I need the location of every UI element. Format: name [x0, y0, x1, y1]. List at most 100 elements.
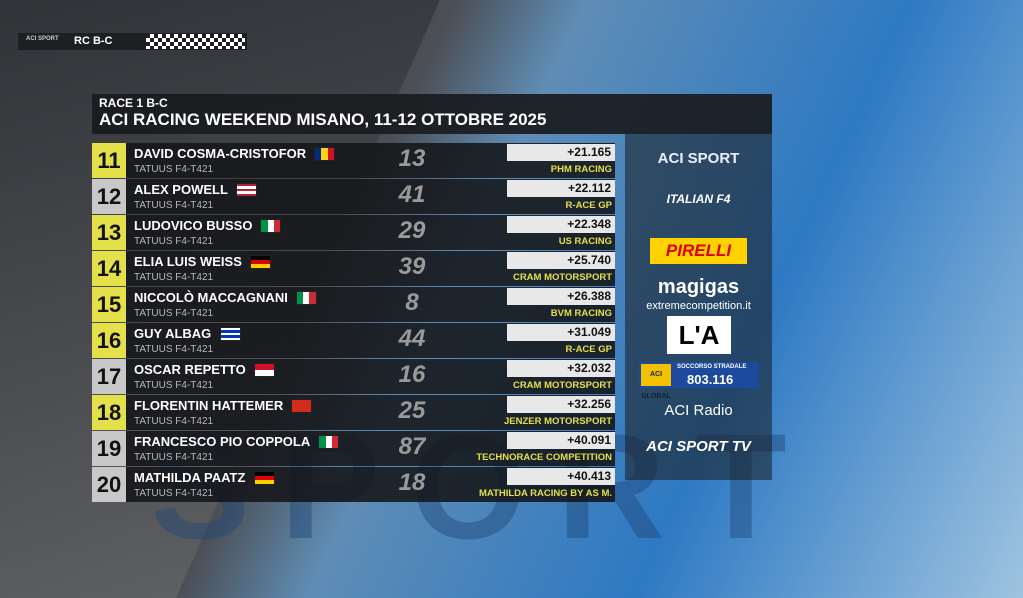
flag [253, 363, 275, 377]
flag [314, 147, 336, 161]
position: 17 [92, 359, 126, 394]
flag [250, 255, 272, 269]
header: RACE 1 B-C ACI RACING WEEKEND MISANO, 11… [92, 94, 772, 134]
car-model: TATUUS F4-T421 [134, 308, 214, 319]
gap: +26.388 [507, 288, 615, 305]
standing-row: 15 NICCOLÒ MACCAGNANI TATUUS F4-T421 8 +26.3… [92, 287, 615, 322]
gap: +31.049 [507, 324, 615, 341]
flag-stripe [251, 260, 271, 264]
car-model: TATUUS F4-T421 [134, 452, 214, 463]
flag-stripe [325, 436, 332, 448]
flag-stripe [254, 476, 274, 480]
sponsor-panel [625, 134, 772, 480]
car-model: TATUUS F4-T421 [134, 164, 214, 175]
flag-stripe [319, 436, 326, 448]
team-name: JENZER MOTORSPORT [503, 416, 612, 427]
team-name: US RACING [558, 236, 612, 247]
car-number: 25 [398, 397, 426, 424]
driver-name: ELIA LUIS WEISS [134, 254, 242, 269]
car-model: TATUUS F4-T421 [134, 380, 214, 391]
flag-stripe [321, 148, 328, 160]
flag [220, 327, 241, 341]
position: 19 [92, 431, 126, 466]
flag-stripe [221, 330, 240, 333]
badge-logo: ACI SPORT [26, 36, 59, 42]
team-name: CRAM MOTORSPORT [512, 272, 612, 283]
team-name: TECHNORACE COMPETITION [476, 452, 612, 463]
flag [295, 291, 317, 305]
flag-stripe [221, 328, 240, 331]
flag-stripe [254, 480, 274, 484]
driver-name: ALEX POWELL [134, 182, 228, 197]
soccorso-number: 803.116 [687, 372, 734, 387]
sponsor-global-box: ACI GLOBAL SOCCORSO STRADALE 803.116 [639, 362, 759, 400]
position: 11 [92, 143, 126, 178]
flag-stripe [236, 186, 256, 189]
badge: ACI SPORT RC B-C [18, 33, 247, 50]
flag [291, 399, 313, 413]
sponsor-la: L'A [667, 316, 731, 354]
car-number: 8 [405, 289, 419, 316]
car-number: 13 [398, 145, 426, 172]
flag-stripe [331, 436, 339, 448]
standing-row: 11 DAVID COSMA-CRISTOFOR TATUUS F4-T421 13 +… [92, 143, 615, 178]
flag-stripe [236, 191, 256, 194]
flag [235, 183, 257, 197]
aci-global: ACI GLOBAL [641, 364, 671, 400]
car-model: TATUUS F4-T421 [134, 236, 214, 247]
flag-stripe [236, 184, 256, 187]
car-model: TATUUS F4-T421 [134, 344, 214, 355]
flag-stripe [221, 337, 240, 341]
standing-row: 14 ELIA LUIS WEISS TATUUS F4-T421 39 +25.740… [92, 251, 615, 286]
flag-stripe [251, 264, 271, 268]
flag [260, 219, 282, 233]
car-model: TATUUS F4-T421 [134, 488, 214, 499]
flag-stripe [254, 370, 274, 376]
flag-stripe [274, 220, 281, 232]
sponsor-url: extremecompetition.it [646, 300, 751, 312]
car-number: 18 [398, 469, 426, 496]
car-number: 29 [398, 217, 426, 244]
team-name: BVM RACING [550, 308, 612, 319]
gap: +25.740 [507, 252, 615, 269]
standing-row: 18 FLORENTIN HATTEMER TATUUS F4-T421 25 +32.… [92, 395, 615, 430]
sponsor-f4: ITALIAN F4 [666, 192, 731, 206]
driver-name: NICCOLÒ MACCAGNANI [134, 290, 288, 305]
gap: +22.348 [507, 216, 615, 233]
title: ACI RACING WEEKEND MISANO, 11-12 OTTOBRE… [99, 110, 547, 129]
flag [318, 435, 340, 449]
gap: +22.112 [507, 180, 615, 197]
sponsor-magigas: magigas [657, 276, 740, 298]
gap: +32.032 [507, 360, 615, 377]
driver-name: LUDOVICO BUSSO [134, 218, 253, 233]
team-name: PHM RACING [550, 164, 612, 175]
car-model: TATUUS F4-T421 [134, 272, 214, 283]
badge-label: RC B-C [74, 35, 113, 47]
subtitle: RACE 1 B-C [99, 96, 168, 110]
flag-stripe [236, 193, 256, 197]
position: 12 [92, 179, 126, 214]
flag-stripe [327, 148, 335, 160]
position: 18 [92, 395, 126, 430]
sponsor-sporttv: ACI SPORT TV [646, 438, 751, 455]
driver-name: FRANCESCO PIO COPPOLA [134, 434, 311, 449]
position: 13 [92, 215, 126, 250]
flag-stripe [254, 364, 274, 370]
standing-row: 16 GUY ALBAG TATUUS F4-T421 44 +31.049 R-ACE … [92, 323, 615, 358]
car-model: TATUUS F4-T421 [134, 200, 214, 211]
flag-stripe [261, 220, 268, 232]
standing-row: 20 MATHILDA PAATZ TATUUS F4-T421 18 +40.413 M… [92, 467, 615, 502]
car-number: 39 [398, 253, 426, 280]
team-name: R-ACE GP [565, 200, 612, 211]
car-number: 16 [398, 361, 426, 388]
team-name: CRAM MOTORSPORT [512, 380, 612, 391]
flag-stripe [315, 148, 322, 160]
standing-row: 12 ALEX POWELL TATUUS F4-T421 41 +22.112 R-AC… [92, 179, 615, 214]
car-number: 41 [398, 181, 426, 208]
position: 16 [92, 323, 126, 358]
car-number: 44 [398, 325, 426, 352]
flag-stripe [296, 292, 304, 304]
car-number: 87 [398, 433, 426, 460]
position: 15 [92, 287, 126, 322]
